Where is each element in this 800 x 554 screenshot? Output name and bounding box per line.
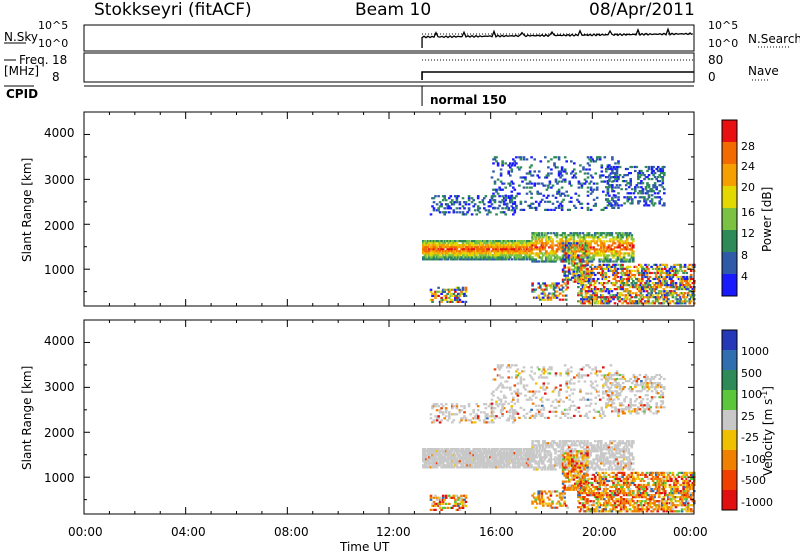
freq-trace [421, 71, 694, 80]
power-colorbar-swatch [722, 274, 737, 296]
velocity-ylabel: Slant Range [km] [20, 365, 34, 470]
power-ytick-4000: 4000 [44, 126, 75, 140]
xtick-0000: 00:00 [68, 525, 103, 539]
power-colorbar-swatch [722, 208, 737, 230]
xtick-1600: 16:00 [479, 525, 514, 539]
velocity-ytick-2000: 2000 [44, 426, 75, 440]
nsky-trace [421, 27, 693, 48]
cpid-value: normal 150 [430, 93, 507, 107]
cpid-label: CPID [6, 87, 39, 101]
velocity-colorbar-swatch [722, 350, 737, 370]
nsky-tick-top: 10^5 [38, 19, 69, 32]
nsky-label: N.Sky [4, 30, 39, 44]
velocity-ytick-4000: 4000 [44, 334, 75, 348]
nsearch-tick-bottom: 10^0 [708, 37, 739, 50]
station-title: Stokkseyri (fitACF) [94, 0, 252, 20]
power-colorbar-swatch [722, 230, 737, 252]
freq-panel [83, 52, 695, 83]
power-colorbar-swatch [722, 252, 737, 274]
xtick-1200: 12:00 [376, 525, 411, 539]
freq-tick-bottom: 8 [52, 70, 60, 84]
nsky-tick-bottom: 10^0 [38, 37, 69, 50]
power-cbar-tick-12: 12 [741, 227, 755, 240]
velocity-colorbar-frame [721, 329, 738, 511]
power-cbar-tick-16: 16 [741, 206, 755, 219]
power-colorbar-swatch [722, 186, 737, 208]
nsearch-label: N.Search [748, 32, 800, 46]
velocity-colorbar-swatch [722, 430, 737, 450]
power-cbar-tick-20: 20 [741, 181, 755, 194]
power-colorbar-swatch [722, 142, 737, 164]
power-ytick-2000: 2000 [44, 219, 75, 233]
power-cbar-tick-28: 28 [741, 140, 755, 153]
xtick-0800: 08:00 [274, 525, 309, 539]
velocity-ytick-3000: 3000 [44, 380, 75, 394]
velocity-ytick-1000: 1000 [44, 471, 75, 485]
power-cbar-tick-24: 24 [741, 160, 755, 173]
power-cbar-tick-4: 4 [741, 270, 748, 283]
velocity-cbar-label: Velocity [m s-1] [760, 386, 775, 476]
velocity-colorbar-swatch [722, 470, 737, 490]
velocity-cbar-tick-1000: 1000 [741, 345, 769, 358]
power-colorbar-swatch [722, 120, 737, 142]
power-ylabel: Slant Range [km] [20, 157, 34, 262]
power-colorbar-swatch [722, 164, 737, 186]
power-ytick-3000: 3000 [44, 173, 75, 187]
velocity-cbar-tick-neg500: -500 [741, 474, 766, 487]
nave-label: Nave [748, 64, 779, 78]
freq-label: Freq. [19, 53, 49, 67]
power-cbar-tick-8: 8 [741, 249, 748, 262]
x-axis-label: Time UT [340, 540, 390, 554]
velocity-colorbar-swatch [722, 490, 737, 510]
xtick-0400: 04:00 [171, 525, 206, 539]
nave-tick-bottom: 0 [708, 70, 716, 84]
velocity-colorbar-swatch [722, 410, 737, 430]
date-title: 08/Apr/2011 [589, 0, 695, 20]
velocity-colorbar-swatch [722, 390, 737, 410]
velocity-panel-pixels [422, 364, 696, 513]
power-ytick-1000: 1000 [44, 263, 75, 277]
nsearch-tick-top: 10^5 [708, 19, 739, 32]
nave-tick-top: 80 [708, 53, 724, 67]
power-panel-pixels [422, 156, 696, 305]
velocity-cbar-tick-neg1000: -1000 [741, 496, 773, 509]
velocity-colorbar-swatch [722, 450, 737, 470]
power-colorbar-frame [721, 119, 738, 297]
velocity-colorbar-swatch [722, 370, 737, 390]
velocity-cbar-tick-neg25: -25 [741, 431, 759, 444]
xtick-2000: 20:00 [582, 525, 617, 539]
velocity-cbar-tick-neg100: -100 [741, 453, 766, 466]
freq-unit-label: [MHz] [4, 64, 40, 78]
velocity-cbar-tick-100: 100 [741, 388, 762, 401]
freq-tick-top: 18 [52, 53, 68, 67]
velocity-cbar-tick-25: 25 [741, 410, 755, 423]
power-cbar-label: Power [dB] [760, 186, 774, 252]
nsky-panel [83, 24, 695, 52]
velocity-cbar-tick-500: 500 [741, 367, 762, 380]
velocity-colorbar-swatch [722, 330, 737, 350]
xtick-0000-end: 00:00 [673, 525, 708, 539]
beam-title: Beam 10 [355, 0, 432, 20]
